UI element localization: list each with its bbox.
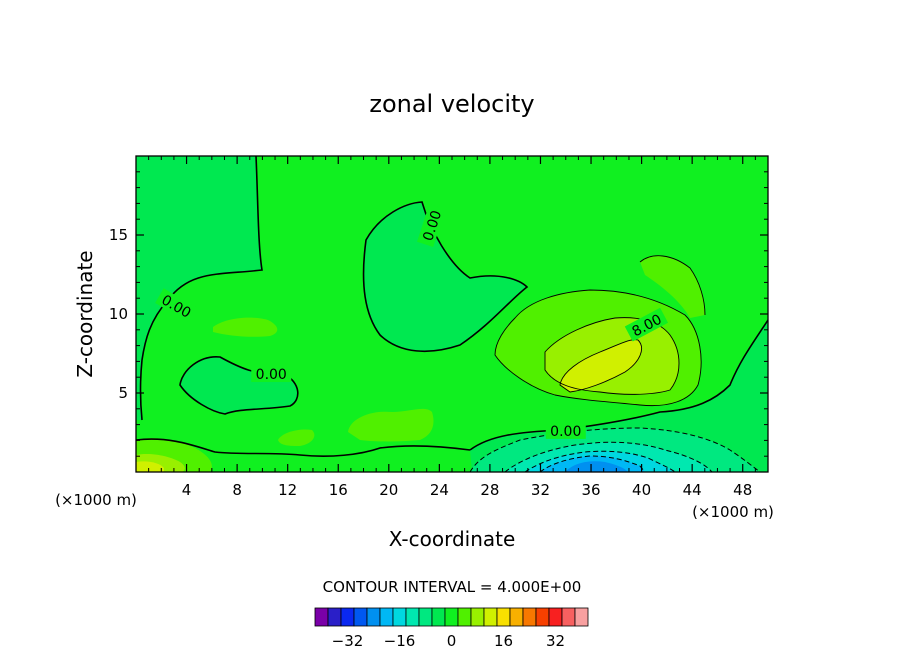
colorbar-swatch	[353, 607, 368, 627]
colorbar-swatch	[418, 607, 433, 627]
x-tick-label: 8	[232, 481, 242, 499]
contour-label-text: 0.00	[550, 424, 581, 440]
colorbar-swatch	[522, 607, 537, 627]
x-tick-label: 44	[683, 481, 702, 499]
colorbar-swatch	[509, 607, 524, 627]
band-neg4-left	[136, 156, 262, 420]
colorbar-tick-label: −32	[332, 632, 364, 650]
colorbar-tick-label: 0	[447, 632, 457, 650]
x-tick-label: 28	[480, 481, 499, 499]
contour-interval-text: CONTOUR INTERVAL = 4.000E+00	[323, 578, 582, 596]
x-tick-label: 40	[632, 481, 651, 499]
colorbar-swatch	[379, 607, 394, 627]
contour-label: 0.00	[251, 365, 292, 383]
colorbar-swatch	[340, 607, 355, 627]
contour-label-bg	[251, 365, 292, 383]
band-pos12-bottom-left	[136, 461, 164, 472]
contour-label: 0.00	[545, 421, 586, 440]
colorbar-swatch	[483, 607, 498, 627]
colorbar-swatch	[535, 607, 550, 627]
colorbar-swatch	[561, 607, 576, 627]
colorbar-tick-label: 16	[494, 632, 513, 650]
x-axis-ticks: 4 8 12 16 20 24 28 32 36 40 44 48	[148, 156, 756, 499]
colorbar-swatch	[470, 607, 485, 627]
contour-label-bg	[545, 421, 586, 439]
contour-label-bg	[417, 203, 446, 248]
x-tick-label: 36	[581, 481, 600, 499]
positive-contours	[494, 255, 706, 407]
colorbar-swatch	[496, 607, 511, 627]
band-pos4-small-left	[213, 317, 278, 337]
chart-title: zonal velocity	[369, 90, 534, 118]
x-tick-label: 16	[329, 481, 348, 499]
contour-label-bg	[624, 307, 669, 342]
colorbar-swatch	[392, 607, 407, 627]
y-tick-label: 10	[109, 305, 128, 323]
x-tick-label: 12	[278, 481, 297, 499]
contour-label-text: 0.00	[256, 367, 287, 383]
contour-field: 0.000.000.008.000.00	[136, 156, 768, 472]
x-tick-label: 32	[531, 481, 550, 499]
colorbar-swatch	[548, 607, 563, 627]
band-neg24	[565, 461, 628, 472]
x-unit-label-right: (×1000 m)	[692, 503, 774, 521]
contour-labels: 0.000.000.008.000.00	[155, 203, 669, 440]
contour-label-bg	[155, 288, 199, 324]
x-tick-label: 24	[430, 481, 449, 499]
colorbar-tick-labels: −32 −16 0 16 32	[332, 632, 565, 650]
band-pos4-bottom-b	[278, 429, 315, 446]
y-axis-label: Z-coordinate	[73, 250, 97, 377]
x-axis-label: X-coordinate	[389, 527, 516, 551]
negative-contours	[469, 427, 761, 472]
band-neg4-lobe-left	[180, 356, 298, 414]
x-tick-label: 20	[379, 481, 398, 499]
colorbar-swatch	[405, 607, 420, 627]
band-pos12	[560, 339, 642, 392]
colorbar-swatch	[327, 607, 342, 627]
x-unit-label-left: (×1000 m)	[55, 491, 137, 509]
colorbar-swatch	[574, 607, 589, 627]
band-pos4-arm	[640, 255, 705, 318]
y-tick-label: 5	[118, 384, 128, 402]
x-tick-label: 48	[733, 481, 752, 499]
colorbar-swatch	[431, 607, 446, 627]
x-tick-label: 4	[182, 481, 192, 499]
y-axis-ticks: 5 10 15	[109, 171, 768, 457]
band-pos4-bottom-a	[348, 408, 434, 442]
band-neg4-right	[470, 320, 768, 472]
colorbar-swatch	[444, 607, 459, 627]
colorbar-swatch	[457, 607, 472, 627]
colorbar	[314, 607, 589, 627]
band-neg4-upper-middle	[363, 202, 527, 352]
colorbar-swatch	[366, 607, 381, 627]
colorbar-tick-label: −16	[384, 632, 416, 650]
zero-contours	[136, 156, 768, 457]
colorbar-tick-label: 32	[546, 632, 565, 650]
colorbar-swatch	[314, 607, 329, 627]
y-tick-label: 15	[109, 226, 128, 244]
